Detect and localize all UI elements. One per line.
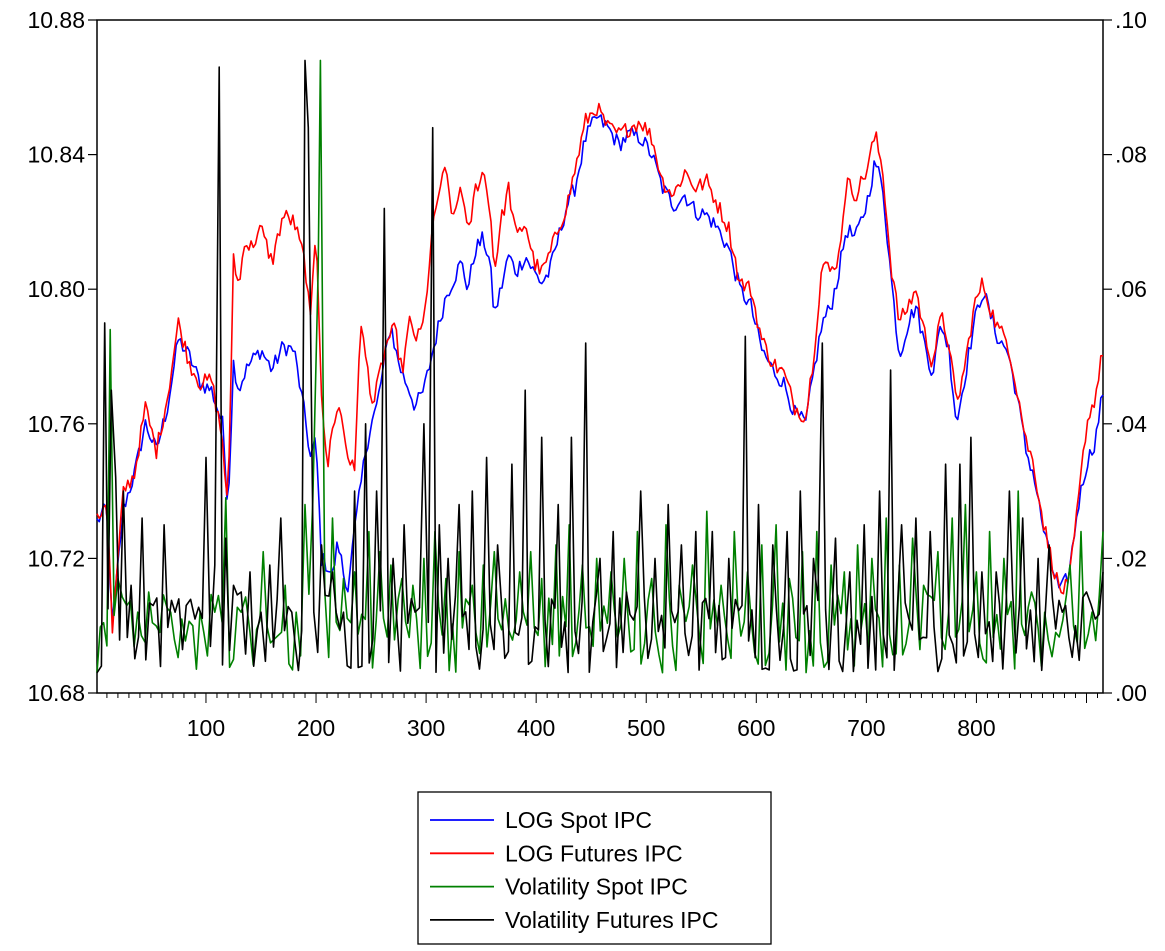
y-right-tick-label: .08 <box>1115 142 1147 168</box>
x-tick-label: 200 <box>297 715 335 741</box>
y-right-tick-label: .06 <box>1115 276 1147 302</box>
y-right-tick-label: .00 <box>1115 680 1147 706</box>
y-left-tick-label: 10.68 <box>27 680 85 706</box>
y-axis-right: .00 .02 .04 .06 .08 .10 <box>1103 7 1147 706</box>
series-lines <box>96 59 1104 674</box>
y-left-tick-label: 10.84 <box>27 142 85 168</box>
series-line-volatility-futures-ipc <box>96 59 1104 674</box>
y-axis-left: 10.68 10.72 10.76 10.80 10.84 10.88 <box>27 7 97 706</box>
y-right-tick-label: .10 <box>1115 7 1147 33</box>
y-left-tick-label: 10.76 <box>27 411 85 437</box>
x-axis: 100 200 300 400 500 600 700 800 <box>106 693 1098 741</box>
legend-label: Volatility Futures IPC <box>505 907 718 933</box>
legend-box <box>417 791 772 945</box>
legend: LOG Spot IPC LOG Futures IPC Volatility Sp… <box>417 791 772 945</box>
legend-label: LOG Spot IPC <box>505 807 652 833</box>
x-tick-label: 100 <box>187 715 225 741</box>
x-tick-label: 700 <box>847 715 885 741</box>
series-line-log-futures-ipc <box>96 102 1104 634</box>
y-right-tick-label: .04 <box>1115 411 1147 437</box>
x-tick-label: 600 <box>737 715 775 741</box>
series-line-volatility-spot-ipc <box>96 59 1104 674</box>
x-tick-label: 400 <box>517 715 555 741</box>
legend-label: LOG Futures IPC <box>505 840 683 866</box>
y-left-tick-label: 10.80 <box>27 276 85 302</box>
plot-frame <box>96 19 1104 694</box>
y-left-tick-label: 10.88 <box>27 7 85 33</box>
x-tick-label: 500 <box>627 715 665 741</box>
x-tick-label: 300 <box>407 715 445 741</box>
y-right-tick-label: .02 <box>1115 545 1147 571</box>
series-line-log-spot-ipc <box>96 114 1104 621</box>
x-tick-label: 800 <box>957 715 995 741</box>
y-left-tick-label: 10.72 <box>27 545 85 571</box>
legend-label: Volatility Spot IPC <box>505 874 688 900</box>
